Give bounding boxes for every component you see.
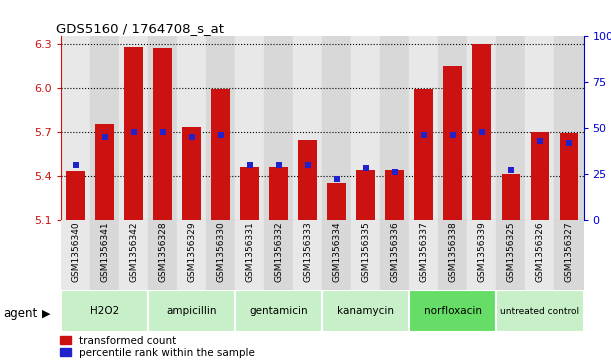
Bar [235,290,323,332]
Bar [351,36,380,220]
Bar [148,220,177,292]
Bar [235,220,264,292]
Text: agent: agent [3,307,37,321]
Text: GSM1356325: GSM1356325 [507,221,516,282]
Bar [409,290,496,332]
Bar [177,36,207,220]
Text: gentamicin: gentamicin [249,306,308,316]
Bar [323,36,351,220]
Bar [61,220,90,292]
Bar [496,36,525,220]
Text: GSM1356342: GSM1356342 [129,221,138,282]
Text: GSM1356340: GSM1356340 [71,221,80,282]
Bar [409,220,438,292]
Text: GSM1356337: GSM1356337 [419,221,428,282]
Bar [356,170,375,220]
Bar [467,36,496,220]
Bar [380,36,409,220]
Text: GSM1356341: GSM1356341 [100,221,109,282]
Text: GSM1356327: GSM1356327 [565,221,574,282]
Bar [525,36,555,220]
Bar [182,127,201,220]
Bar [61,290,148,332]
Bar [555,220,584,292]
Bar [264,36,293,220]
Bar [472,44,491,220]
Text: norfloxacin: norfloxacin [424,306,482,316]
Bar [119,220,148,292]
Bar [124,46,143,220]
Bar [502,174,521,220]
Bar [95,124,114,220]
Bar [560,133,579,220]
Bar [153,48,172,220]
Text: GDS5160 / 1764708_s_at: GDS5160 / 1764708_s_at [56,22,224,35]
Text: ampicillin: ampicillin [166,306,217,316]
Text: ▶: ▶ [42,309,50,319]
Bar [351,220,380,292]
Bar [496,220,525,292]
Bar [496,290,584,332]
Bar [293,36,323,220]
Bar [380,220,409,292]
Bar [409,36,438,220]
Text: GSM1356326: GSM1356326 [535,221,544,282]
Text: GSM1356338: GSM1356338 [448,221,458,282]
Bar [90,36,119,220]
Text: kanamycin: kanamycin [337,306,394,316]
Bar [148,36,177,220]
Bar [211,89,230,220]
Text: GSM1356330: GSM1356330 [216,221,225,282]
Bar [327,183,346,220]
Bar [444,66,463,220]
Bar [206,36,235,220]
Bar [323,290,409,332]
Text: untreated control: untreated control [500,307,580,316]
Bar [298,140,317,220]
Bar [525,220,555,292]
Bar [438,220,467,292]
Legend: transformed count, percentile rank within the sample: transformed count, percentile rank withi… [60,336,255,358]
Bar [555,36,584,220]
Bar [206,220,235,292]
Bar [467,220,496,292]
Bar [119,36,148,220]
Bar [235,36,264,220]
Text: GSM1356331: GSM1356331 [245,221,254,282]
Bar [293,220,323,292]
Text: GSM1356329: GSM1356329 [187,221,196,282]
Bar [66,171,85,220]
Bar [323,220,351,292]
Text: GSM1356328: GSM1356328 [158,221,167,282]
Bar [177,220,207,292]
Bar [414,89,433,220]
Text: H2O2: H2O2 [90,306,119,316]
Bar [269,167,288,220]
Bar [264,220,293,292]
Bar [438,36,467,220]
Bar [148,290,235,332]
Bar [61,36,90,220]
Text: GSM1356336: GSM1356336 [390,221,400,282]
Bar [530,132,549,220]
Text: GSM1356334: GSM1356334 [332,221,342,282]
Text: GSM1356333: GSM1356333 [303,221,312,282]
Text: GSM1356332: GSM1356332 [274,221,284,282]
Text: GSM1356339: GSM1356339 [477,221,486,282]
Bar [240,167,259,220]
Bar [90,220,119,292]
Bar [386,170,404,220]
Text: GSM1356335: GSM1356335 [361,221,370,282]
